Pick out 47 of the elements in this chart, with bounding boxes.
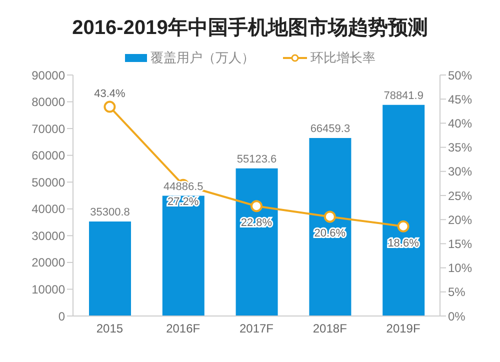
y-tick-label: 10000 [32, 282, 66, 296]
y2-tick-label: 50% [448, 68, 472, 82]
data-label: 27.2% [168, 196, 199, 208]
y2-tick-label: 5% [448, 285, 466, 300]
y-tick-label: 80000 [32, 95, 66, 110]
y-tick-label: 30000 [32, 228, 66, 243]
data-label: 22.8% [240, 217, 272, 230]
y-tick-label: 70000 [32, 122, 66, 136]
point [397, 220, 410, 232]
legend-label: 环比增长率 [310, 49, 376, 67]
y2-tick-label: 45% [448, 92, 472, 106]
bar [89, 221, 131, 316]
legend-label: 覆盖用户（万人） [150, 49, 254, 67]
y2-tick-label: 10% [448, 261, 472, 276]
x-tick-label: 2015 [96, 322, 124, 336]
point [250, 200, 262, 212]
bar [382, 104, 425, 316]
y2-tick-label: 35% [448, 140, 472, 155]
x-tick-label: 2018F [312, 322, 347, 336]
data-label: 35300.8 [90, 206, 130, 218]
bar [309, 138, 352, 316]
x-tick-label: 2016F [166, 322, 200, 336]
point [324, 210, 336, 223]
y2-tick-label: 25% [448, 188, 472, 203]
point [104, 100, 116, 113]
y2-tick-label: 40% [448, 116, 472, 130]
data-label: 55123.6 [236, 153, 277, 166]
bar [162, 196, 204, 316]
data-label: 20.6% [314, 228, 346, 240]
data-label: 66459.3 [310, 123, 350, 136]
y2-tick-label: 30% [448, 164, 472, 179]
y2-tick-label: 15% [448, 236, 472, 251]
y-tick-label: 60000 [32, 148, 66, 163]
y-tick-label: 90000 [32, 68, 66, 82]
y-tick-label: 20000 [32, 256, 66, 270]
chart-title: 2016-2019年中国手机地图市场趋势预测 [71, 16, 429, 41]
data-label: 43.4% [94, 88, 126, 100]
x-tick-label: 2017F [239, 322, 274, 336]
y2-tick-label: 20% [448, 212, 472, 227]
y-tick-label: 0 [58, 309, 66, 324]
y-tick-label: 40000 [32, 202, 66, 216]
y-tick-label: 50000 [32, 175, 66, 190]
y2-tick-label: 0% [448, 309, 466, 324]
data-label: 18.6% [388, 237, 420, 250]
bar [236, 168, 278, 316]
data-label: 78841.9 [384, 90, 424, 102]
x-tick-label: 2019F [386, 322, 420, 336]
